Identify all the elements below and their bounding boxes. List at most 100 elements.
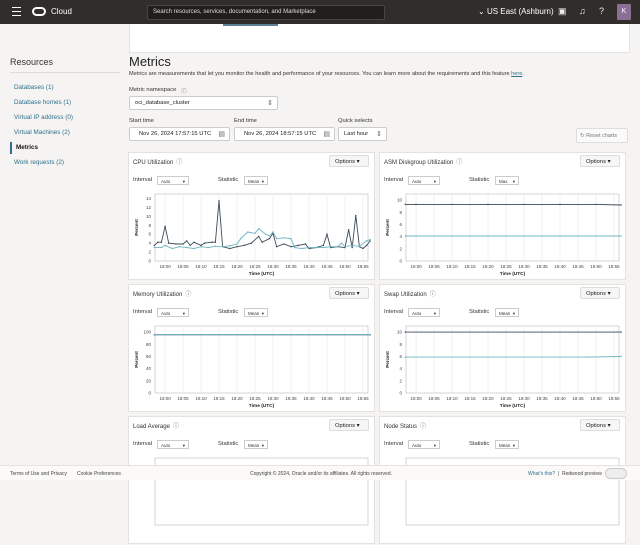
chevron-down-icon: ⌄ — [478, 7, 487, 16]
info-icon[interactable]: ⓘ — [420, 424, 427, 430]
statistic-select[interactable]: Mean ▾ — [495, 440, 519, 449]
x-tick-label: 18:10 — [446, 396, 458, 401]
data-point — [160, 241, 163, 243]
region-selector[interactable]: ⌄ US East (Ashburn) — [478, 7, 554, 16]
x-axis-label: Time (UTC) — [500, 271, 526, 277]
x-tick-label: 18:50 — [590, 264, 602, 269]
sidebar-item-metrics[interactable]: Metrics — [10, 142, 38, 154]
data-point — [268, 237, 271, 240]
statistic-select[interactable]: Mean ▾ — [244, 176, 268, 185]
search-input[interactable]: Search resources, services, documentatio… — [147, 5, 385, 20]
data-point — [322, 246, 325, 249]
cloud-shell-icon[interactable]: ▣ — [558, 6, 567, 16]
data-point — [620, 204, 622, 206]
sidebar-item-virtual-ip[interactable]: Virtual IP address (0) — [14, 114, 73, 121]
interval-select[interactable]: Auto ▾ — [408, 176, 440, 185]
calendar-icon[interactable]: ▤ — [218, 131, 225, 138]
interval-value: Auto — [161, 310, 171, 316]
series-line-0 — [405, 203, 622, 206]
data-point — [185, 246, 188, 249]
data-point — [415, 235, 417, 237]
caret-down-icon: ▾ — [182, 178, 185, 184]
data-point — [167, 242, 170, 244]
x-tick-label: 18:55 — [357, 264, 369, 269]
info-icon[interactable]: ⓘ — [181, 89, 187, 95]
options-button[interactable]: Options ▾ — [329, 155, 369, 167]
start-time-input[interactable]: Nov 26, 2024 17:57:15 UTC ▤ — [129, 127, 230, 141]
quick-selects-select[interactable]: Last hour ⇕ — [338, 127, 387, 141]
info-icon[interactable]: ⓘ — [185, 292, 192, 298]
data-point — [275, 246, 278, 248]
sidebar-item-database-homes[interactable]: Database homes (1) — [14, 99, 72, 106]
statistic-label: Statistic — [469, 177, 490, 183]
statistic-select[interactable]: Mean ▾ — [244, 308, 268, 317]
caret-down-icon: ▾ — [512, 178, 515, 184]
caret-down-icon: ▾ — [356, 423, 360, 429]
statistic-select[interactable]: Max ▾ — [495, 176, 519, 185]
statistic-select[interactable]: Mean ▾ — [244, 440, 268, 449]
x-tick-label: 18:40 — [303, 264, 315, 269]
namespace-select[interactable]: oci_database_cluster ⇕ — [129, 96, 278, 110]
options-button[interactable]: Options ▾ — [580, 419, 620, 431]
x-tick-label: 18:20 — [482, 264, 494, 269]
info-icon[interactable]: ⓘ — [172, 424, 179, 430]
data-point — [451, 203, 453, 206]
bell-icon[interactable]: ♫ — [579, 6, 586, 16]
calendar-icon[interactable]: ▤ — [323, 131, 330, 138]
interval-select[interactable]: Auto ▾ — [157, 176, 189, 185]
interval-select[interactable]: Auto ▾ — [408, 440, 440, 449]
info-icon[interactable]: ⓘ — [456, 160, 463, 166]
chart-title-text: ASM Diskgroup Utilization — [384, 160, 454, 166]
terms-link[interactable]: Terms of Use and Privacy — [10, 471, 67, 477]
options-button[interactable]: Options ▾ — [329, 287, 369, 299]
data-point — [193, 247, 195, 250]
end-time-value: Nov 26, 2024 18:57:15 UTC — [244, 131, 317, 137]
app-name[interactable]: Cloud — [51, 7, 72, 16]
x-tick-label: 18:30 — [267, 264, 279, 269]
active-tab-indicator — [223, 24, 278, 26]
here-link[interactable]: here — [511, 71, 523, 77]
data-point — [229, 247, 231, 250]
options-button[interactable]: Options ▾ — [580, 287, 620, 299]
redwood-preview-label: Redwood preview — [562, 471, 602, 477]
info-icon[interactable]: ⓘ — [429, 292, 436, 298]
x-tick-label: 18:55 — [608, 396, 620, 401]
y-tick-label: 20 — [146, 378, 152, 383]
sidebar-item-virtual-machines[interactable]: Virtual Machines (2) — [14, 129, 70, 136]
interval-select[interactable]: Auto ▾ — [408, 308, 440, 317]
x-tick-label: 18:20 — [231, 264, 243, 269]
options-button[interactable]: Options ▾ — [329, 419, 369, 431]
help-icon[interactable]: ? — [599, 6, 605, 16]
end-time-input[interactable]: Nov 26, 2024 18:57:15 UTC ▤ — [234, 127, 335, 141]
reset-charts-button[interactable]: ↻ Reset charts — [576, 128, 628, 143]
y-tick-label: 14 — [146, 196, 152, 201]
page-title: Metrics — [129, 54, 171, 69]
x-axis-label: Time (UTC) — [249, 403, 275, 409]
whats-this-link[interactable]: What's this? — [528, 471, 556, 477]
statistic-select[interactable]: Mean ▾ — [495, 308, 519, 317]
interval-select[interactable]: Auto ▾ — [157, 308, 189, 317]
chart-svg: 18:00 18:05 18:10 18:15 18:20 18:25 18:30 18:35… — [134, 325, 371, 409]
data-point — [415, 203, 417, 206]
data-point — [268, 235, 271, 237]
avatar[interactable]: K — [617, 4, 631, 20]
y-axis-label: Percent — [385, 351, 390, 368]
data-point — [404, 235, 406, 237]
data-point — [178, 246, 181, 248]
sidebar-item-databases[interactable]: Databases (1) — [14, 84, 54, 91]
chart-svg: 18:00 18:05 18:10 18:15 18:20 18:25 18:30 18:35… — [385, 325, 622, 409]
redwood-preview-toggle[interactable] — [605, 468, 627, 479]
y-tick-label: 2 — [399, 378, 402, 383]
data-point — [182, 243, 184, 245]
oracle-logo[interactable] — [32, 7, 46, 16]
interval-select[interactable]: Auto ▾ — [157, 440, 189, 449]
interval-value: Auto — [412, 178, 422, 184]
options-button[interactable]: Options ▾ — [580, 155, 620, 167]
data-point — [153, 333, 155, 336]
x-tick-label: 18:15 — [213, 264, 225, 269]
info-icon[interactable]: ⓘ — [176, 160, 183, 166]
cookie-preferences-link[interactable]: Cookie Preferences — [77, 471, 121, 477]
sidebar-item-work-requests[interactable]: Work requests (2) — [14, 159, 64, 166]
footer-separator: | — [558, 471, 560, 477]
menu-icon[interactable] — [12, 7, 21, 16]
